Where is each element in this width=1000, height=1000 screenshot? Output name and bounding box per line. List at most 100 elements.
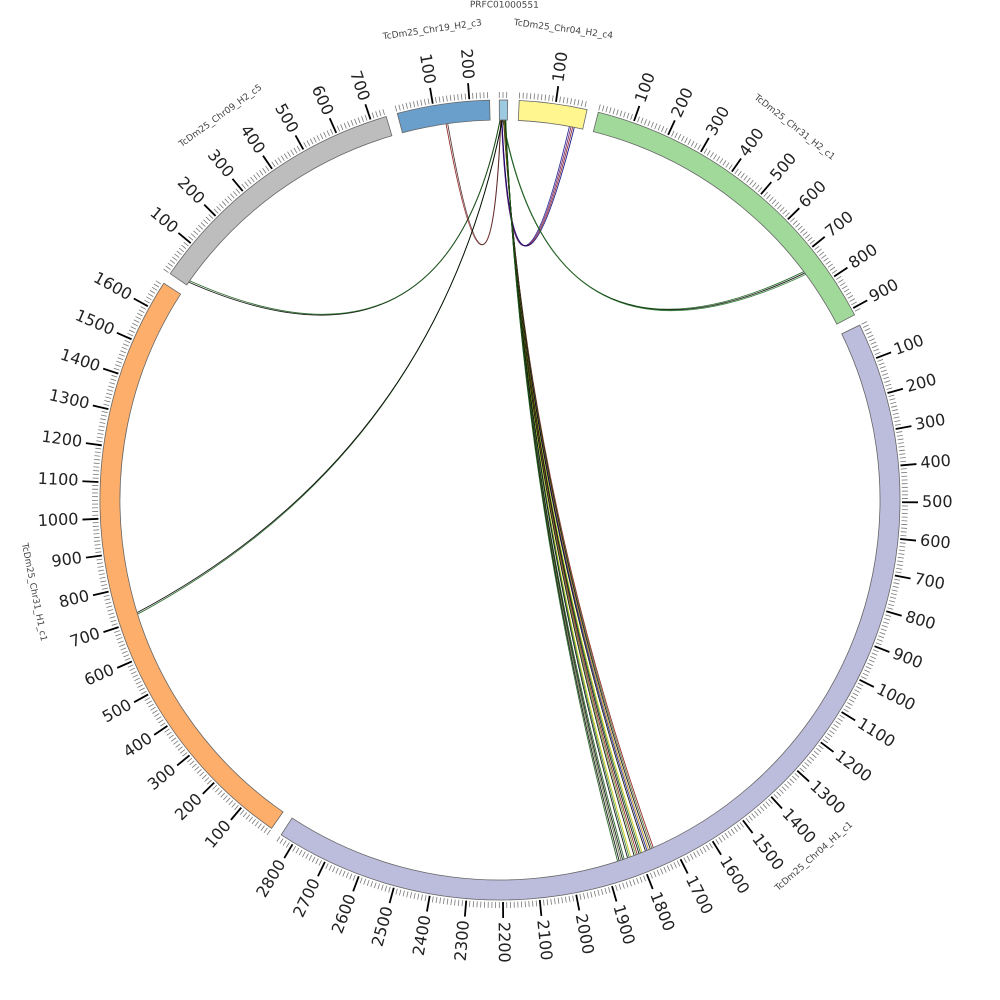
minor-tick xyxy=(93,462,100,464)
minor-tick xyxy=(398,104,401,111)
segment-TcDm25_Chr04_H2_c4[interactable] xyxy=(517,100,588,130)
link-TcDm25_Chr04_H1_c1-to-PRFC01000551 xyxy=(503,119,648,851)
minor-tick xyxy=(453,94,456,101)
segment-TcDm25_Chr04_H1_c1[interactable] xyxy=(280,324,901,901)
minor-tick xyxy=(851,301,857,306)
minor-tick xyxy=(417,893,420,900)
major-tick xyxy=(262,155,273,170)
minor-tick xyxy=(699,848,704,855)
minor-tick xyxy=(597,889,600,896)
major-tick xyxy=(133,297,149,308)
link-TcDm25_Chr04_H2_c4-to-PRFC01000551 xyxy=(501,119,575,247)
minor-tick xyxy=(825,260,831,265)
segment-TcDm25_Chr31_H2_c1[interactable] xyxy=(592,111,856,325)
minor-tick xyxy=(128,329,135,333)
minor-tick xyxy=(639,876,643,883)
tick-label: 500 xyxy=(766,149,800,185)
minor-tick xyxy=(395,888,398,895)
minor-tick xyxy=(454,899,456,906)
tick-label: 1100 xyxy=(37,469,79,490)
tick-label: 100 xyxy=(548,50,571,83)
segment-TcDm25_Chr31_H1_c1[interactable] xyxy=(99,282,284,829)
tick-label: 2000 xyxy=(572,912,598,956)
segment-TcDm25_Chr19_H2_c3[interactable] xyxy=(396,99,491,134)
segment-PRFC01000551[interactable] xyxy=(498,99,509,121)
segment-TcDm25_Chr09_H2_c5[interactable] xyxy=(169,116,393,286)
minor-tick xyxy=(94,547,101,550)
minor-tick xyxy=(737,170,742,177)
minor-tick xyxy=(713,154,717,160)
tick-label: 100 xyxy=(416,52,440,85)
minor-tick xyxy=(144,697,151,701)
minor-tick xyxy=(791,775,797,781)
link-TcDm25_Chr31_H1_c1-to-PRFC01000551 xyxy=(136,119,503,613)
minor-tick xyxy=(424,895,427,902)
link-TcDm25_Chr04_H1_c1-to-PRFC01000551 xyxy=(504,120,630,858)
minor-tick xyxy=(773,793,779,799)
minor-tick xyxy=(637,116,640,123)
minor-tick xyxy=(446,95,448,102)
tick-label: 500 xyxy=(99,695,135,726)
minor-tick xyxy=(786,781,792,786)
minor-tick xyxy=(105,601,112,605)
major-tick xyxy=(426,895,431,912)
major-tick xyxy=(711,840,722,856)
minor-tick xyxy=(604,887,607,894)
minor-tick xyxy=(725,162,730,168)
tick-label: 1200 xyxy=(832,746,876,786)
minor-tick xyxy=(109,382,116,385)
minor-tick xyxy=(103,594,110,598)
major-tick xyxy=(833,266,848,278)
minor-tick xyxy=(827,263,834,268)
minor-tick xyxy=(572,895,575,902)
major-tick xyxy=(231,178,244,192)
minor-tick xyxy=(861,676,867,680)
minor-tick xyxy=(285,842,290,848)
tick-label: 2700 xyxy=(289,875,324,920)
minor-tick xyxy=(653,871,657,878)
minor-tick xyxy=(626,112,630,119)
tick-label: 800 xyxy=(57,586,91,611)
minor-tick xyxy=(873,348,880,352)
minor-tick xyxy=(857,682,864,687)
tick-label: 200 xyxy=(174,173,209,208)
minor-tick xyxy=(149,290,156,294)
minor-tick xyxy=(247,179,252,185)
major-tick xyxy=(92,590,109,597)
tick-label: 600 xyxy=(919,531,951,553)
minor-tick xyxy=(155,280,162,285)
tick-label: 1400 xyxy=(58,345,103,376)
minor-tick xyxy=(106,605,113,608)
minor-tick xyxy=(135,316,142,320)
major-tick xyxy=(796,769,810,783)
minor-tick xyxy=(715,838,720,845)
minor-tick xyxy=(894,423,901,426)
minor-tick xyxy=(121,346,128,350)
minor-tick xyxy=(359,877,363,884)
minor-tick xyxy=(898,553,905,555)
minor-tick xyxy=(890,593,897,596)
major-tick xyxy=(555,85,560,103)
minor-tick xyxy=(899,545,906,548)
minor-tick xyxy=(443,898,445,905)
minor-tick xyxy=(739,822,744,828)
minor-tick xyxy=(302,851,306,858)
minor-tick xyxy=(831,269,838,274)
major-tick xyxy=(742,819,754,834)
tick-label: 1000 xyxy=(37,509,79,530)
minor-tick xyxy=(99,576,106,579)
minor-tick xyxy=(766,194,771,200)
minor-tick xyxy=(831,727,837,732)
minor-tick xyxy=(375,111,378,118)
minor-tick xyxy=(330,128,334,135)
minor-tick xyxy=(847,702,853,706)
minor-tick xyxy=(305,853,309,859)
minor-tick xyxy=(350,120,354,126)
minor-tick xyxy=(702,846,707,853)
minor-tick xyxy=(887,607,894,610)
link-TcDm25_Chr04_H1_c1-to-PRFC01000551 xyxy=(505,120,620,861)
minor-tick xyxy=(104,598,111,601)
minor-tick xyxy=(784,212,790,218)
minor-tick xyxy=(349,873,353,880)
minor-tick xyxy=(244,181,249,187)
